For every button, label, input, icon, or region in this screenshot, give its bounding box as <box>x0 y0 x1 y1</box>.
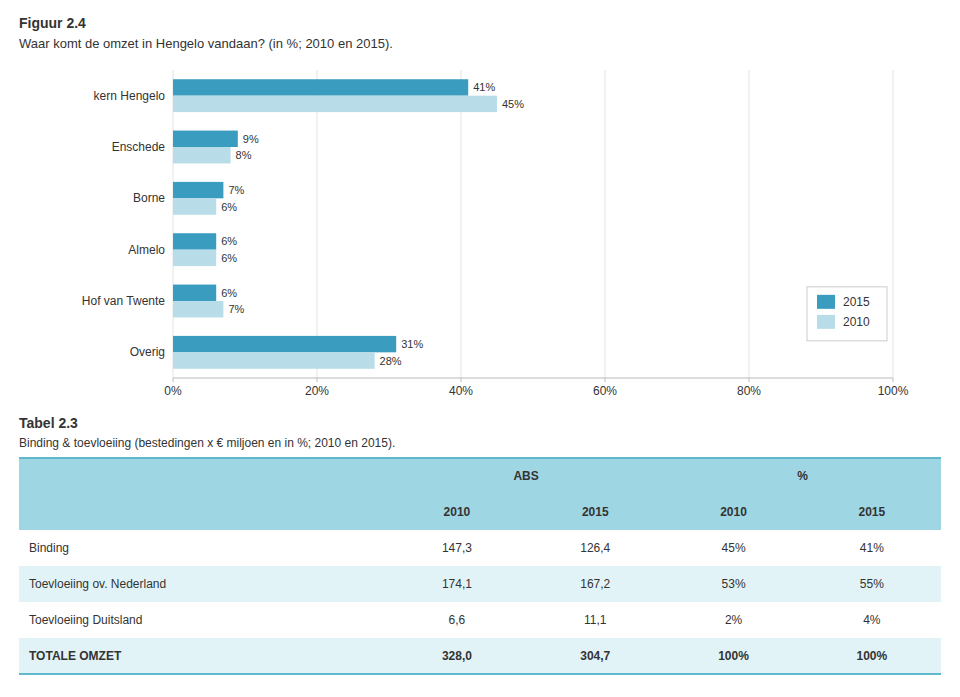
bar <box>173 198 216 214</box>
category-label: Overig <box>130 345 165 359</box>
table-cell: 304,7 <box>580 649 610 663</box>
bar <box>173 336 396 352</box>
table-column-header: 2010 <box>720 505 747 519</box>
table-row-bg <box>19 602 941 638</box>
table-cell: 328,0 <box>442 649 472 663</box>
bar <box>173 131 238 147</box>
tick-label: 80% <box>737 384 761 398</box>
data-label: 6% <box>221 235 237 247</box>
bar <box>173 285 216 301</box>
chart-title: Waar komt de omzet in Hengelo vandaan? (… <box>19 36 393 51</box>
table: ABS% 2010 2015 2010 2015 Binding 147,3 126,4 45%… <box>19 458 941 674</box>
table-column-header: 2015 <box>582 505 609 519</box>
tick-label: 100% <box>878 384 909 398</box>
bar <box>173 233 216 249</box>
grid-line <box>461 70 462 378</box>
data-label: 6% <box>221 287 237 299</box>
table-cell: 126,4 <box>580 541 610 555</box>
table-column-header: 2015 <box>858 505 885 519</box>
bar <box>173 250 216 266</box>
table-cell: 11,1 <box>584 613 607 627</box>
table-cell: 100% <box>718 649 749 663</box>
table-cell: 167,2 <box>580 577 610 591</box>
grid-line <box>605 70 606 378</box>
table-cell: Toevloeiing ov. Nederland <box>29 577 166 591</box>
bar <box>173 301 223 317</box>
grid-line <box>893 70 894 378</box>
tick-label: 40% <box>449 384 473 398</box>
tick-mark <box>749 378 750 382</box>
x-axis: 0% 20% 40% 60% 80% 100% <box>164 378 908 398</box>
table-cell: Binding <box>29 541 69 555</box>
table-cell: 2% <box>725 613 743 627</box>
figure-label: Figuur 2.4 <box>19 15 86 31</box>
tick-mark <box>461 378 462 382</box>
table-cell: 147,3 <box>442 541 472 555</box>
table-group-header: % <box>797 469 808 483</box>
table-cell: 55% <box>860 577 884 591</box>
bar <box>173 352 375 368</box>
grid <box>173 70 893 378</box>
tick-label: 0% <box>164 384 182 398</box>
table-cell: 174,1 <box>442 577 472 591</box>
data-label: 7% <box>228 184 244 196</box>
data-labels: 41% 45% 9% 8% 7% 6% 6% 6% 6% 7% 31% 28% <box>221 81 524 366</box>
data-label: 8% <box>236 149 252 161</box>
table-cell: 6,6 <box>449 613 466 627</box>
data-label: 6% <box>221 252 237 264</box>
table-column-header: 2010 <box>444 505 471 519</box>
bar <box>173 79 468 95</box>
legend-swatch <box>817 315 835 329</box>
data-label: 28% <box>380 355 402 367</box>
table-header-bg <box>19 458 941 530</box>
table-cell: Toevloeiing Duitsland <box>29 613 142 627</box>
table-cell: 41% <box>860 541 884 555</box>
tick-mark <box>317 378 318 382</box>
y-axis: kern Hengelo Enschede Borne Almelo Hof van T… <box>82 89 165 360</box>
legend-swatch <box>817 295 835 309</box>
legend-frame <box>807 287 887 341</box>
grid-line <box>173 70 174 378</box>
table-border <box>19 673 941 675</box>
data-label: 45% <box>502 98 524 110</box>
tick-mark <box>893 378 894 382</box>
data-label: 31% <box>401 338 423 350</box>
tick-label: 20% <box>305 384 329 398</box>
table-cell: TOTALE OMZET <box>29 649 122 663</box>
axis-line <box>173 378 893 379</box>
category-label: kern Hengelo <box>94 89 166 103</box>
grid-line <box>749 70 750 378</box>
data-label: 9% <box>243 133 259 145</box>
legend-label: 2015 <box>843 295 870 309</box>
table-cell: 45% <box>722 541 746 555</box>
table-group-header: ABS <box>513 469 538 483</box>
data-label: 7% <box>228 303 244 315</box>
data-label: 41% <box>473 81 495 93</box>
category-label: Almelo <box>128 243 165 257</box>
grid-line <box>317 70 318 378</box>
tick-mark <box>173 378 174 382</box>
table-row-bg <box>19 566 941 602</box>
category-label: Hof van Twente <box>82 294 165 308</box>
table-cell: 53% <box>722 577 746 591</box>
table-row-bg <box>19 638 941 674</box>
bar <box>173 96 497 112</box>
category-label: Enschede <box>112 140 166 154</box>
legend-label: 2010 <box>843 315 870 329</box>
table-row-bg <box>19 530 941 566</box>
tick-mark <box>605 378 606 382</box>
figure: Figuur 2.4 Waar komt de omzet in Hengelo … <box>0 0 960 697</box>
table-cell: 4% <box>863 613 881 627</box>
table-subtitle: Binding & toevloeiing (bestedingen x € m… <box>19 436 395 450</box>
legend: 2015 2010 <box>807 287 887 341</box>
tick-label: 60% <box>593 384 617 398</box>
table-title: Tabel 2.3 <box>19 415 78 431</box>
table-border <box>19 457 941 459</box>
data-label: 6% <box>221 201 237 213</box>
bar <box>173 147 231 163</box>
bars <box>173 79 497 369</box>
table-cell: 100% <box>856 649 887 663</box>
bar <box>173 182 223 198</box>
category-label: Borne <box>133 191 165 205</box>
